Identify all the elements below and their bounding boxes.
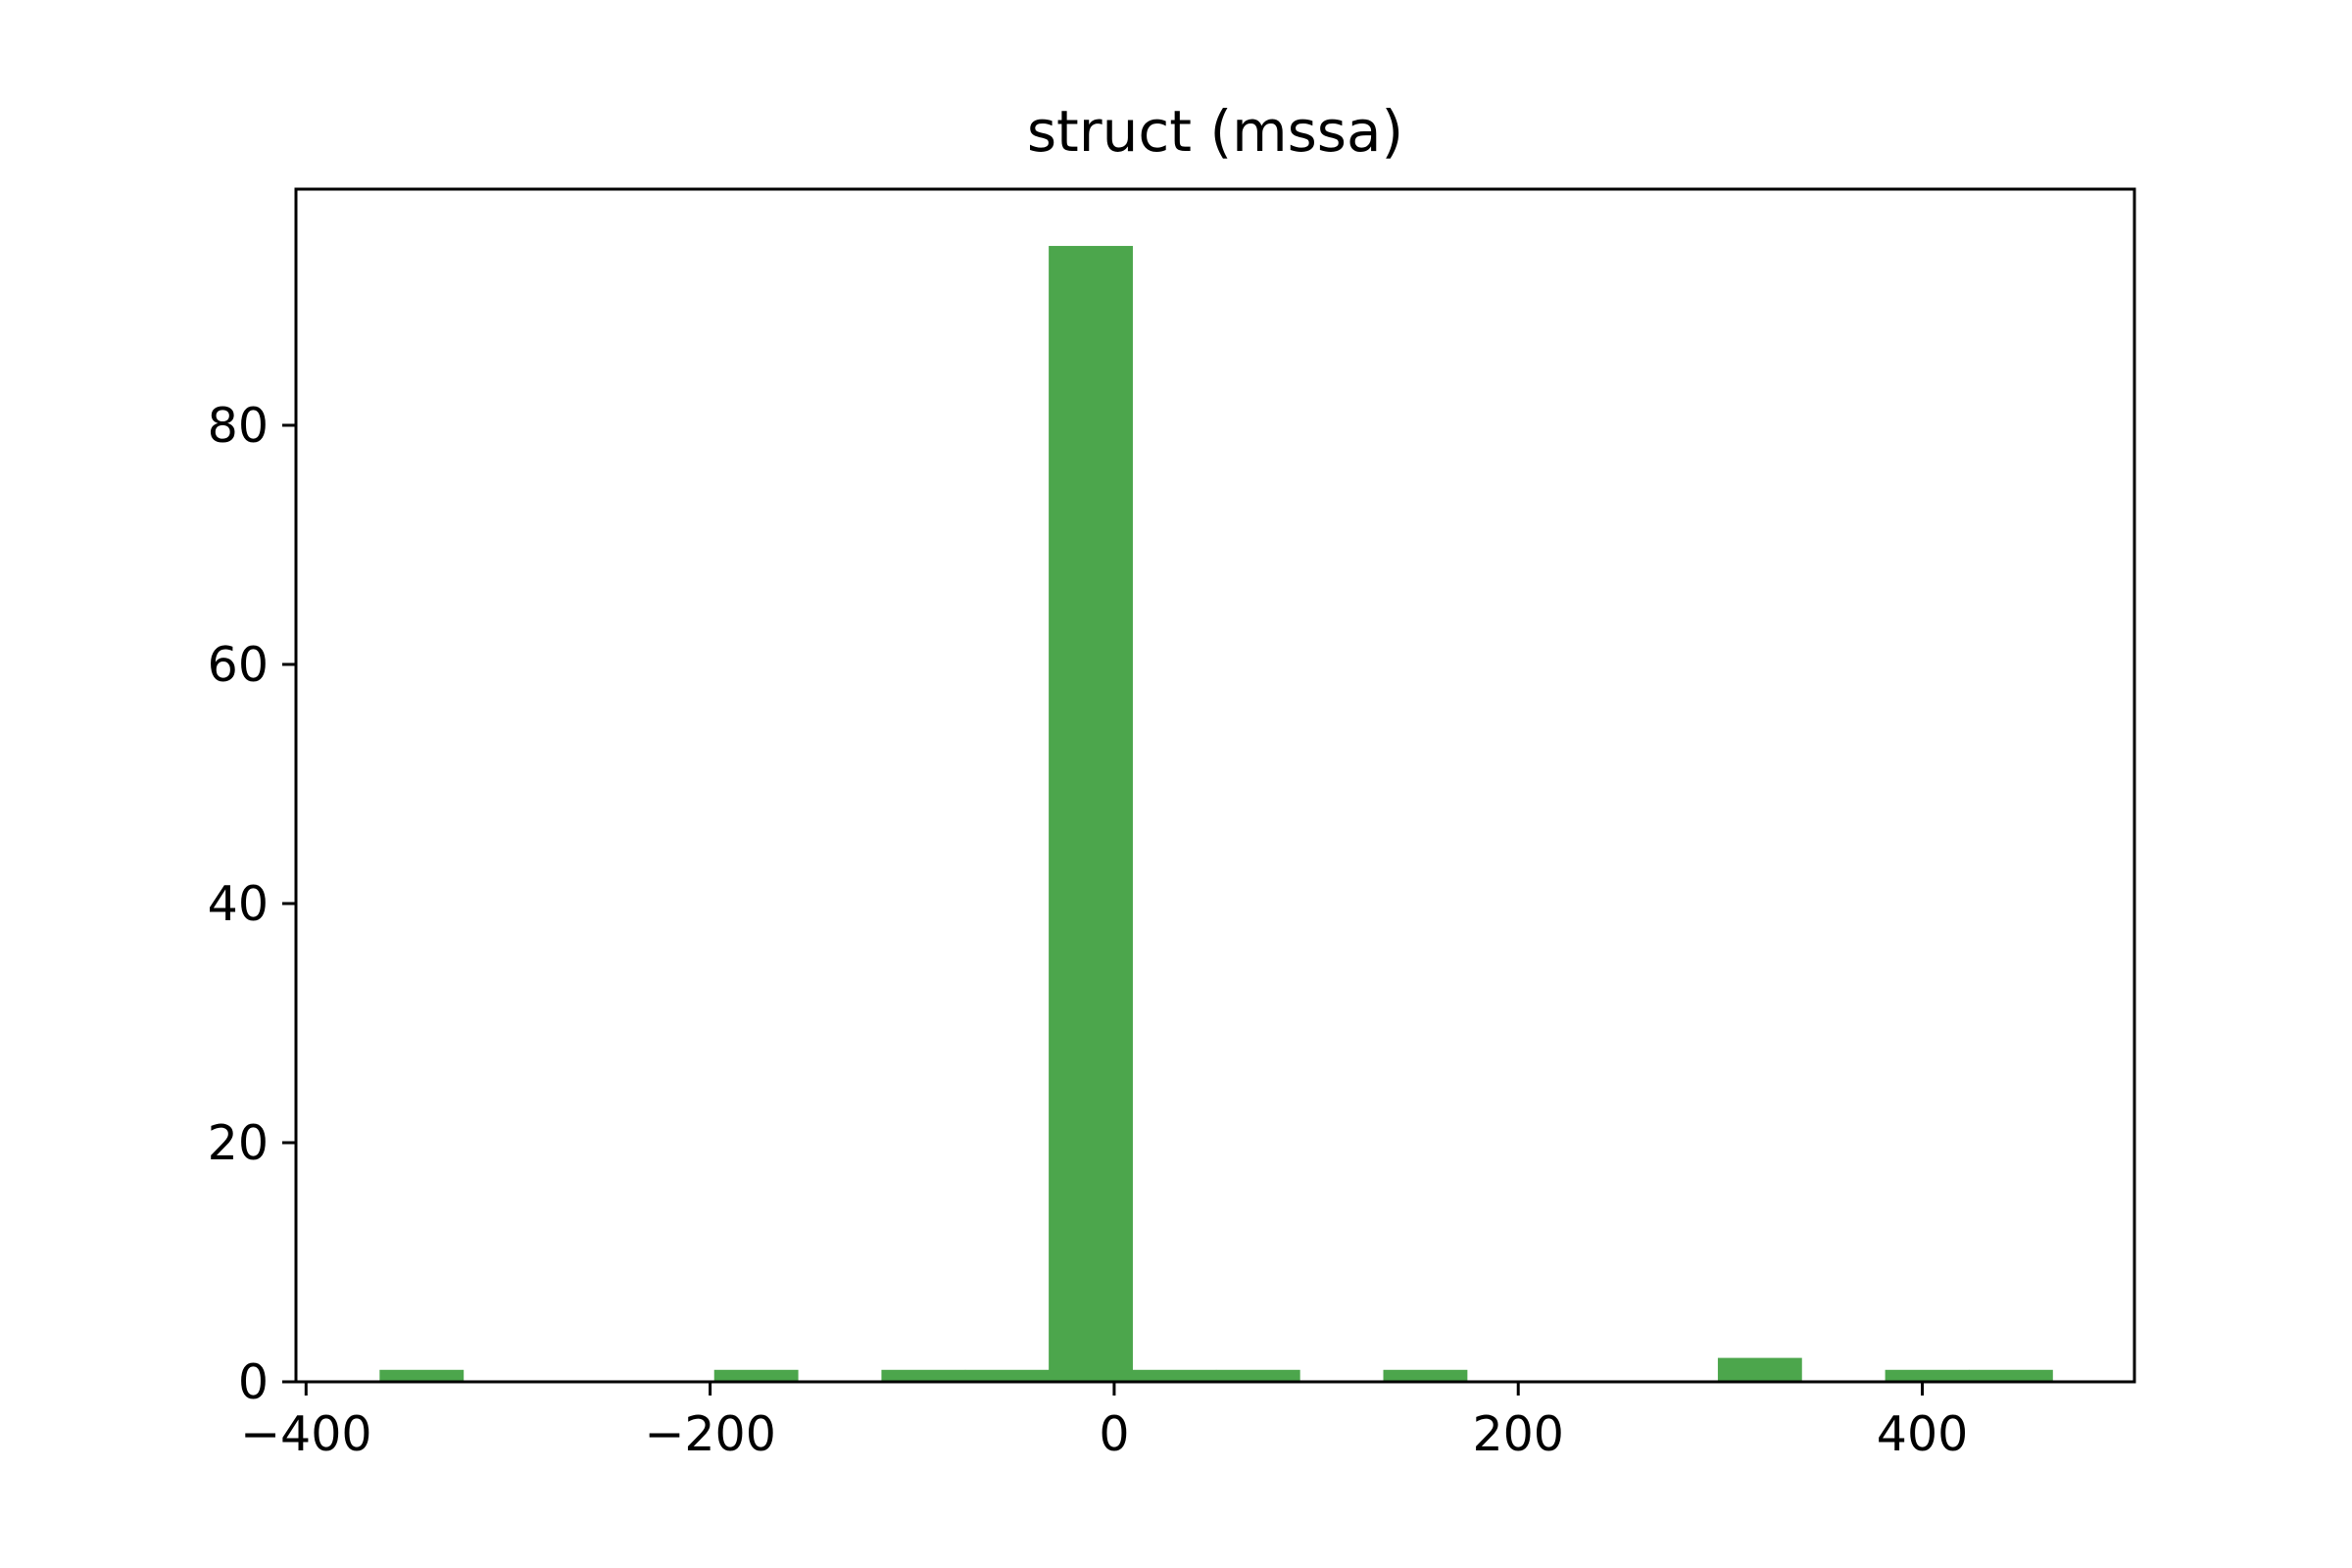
histogram-bar [713,1369,799,1382]
histogram-bar [1717,1357,1802,1382]
y-axis: 0 20 40 60 80 [208,398,296,1410]
x-tick-label: 0 [1099,1406,1129,1462]
chart-title: struct (mssa) [1027,98,1403,165]
y-tick-label: 20 [208,1115,269,1171]
x-tick-label: 400 [1877,1406,1969,1462]
histogram-bar [1215,1369,1300,1382]
histogram-bar [1383,1369,1468,1382]
y-tick-label: 40 [208,876,269,932]
y-tick-label: 80 [208,398,269,454]
histogram-bar [1885,1369,1970,1382]
histogram-bar [1968,1369,2053,1382]
x-tick-label: −200 [644,1406,776,1462]
axes-frame [294,187,2136,1384]
histogram-bar [1049,245,1133,1382]
bars-layer [379,245,2053,1382]
x-tick-label: 200 [1472,1406,1564,1462]
histogram-bar [881,1369,966,1382]
x-axis: −400 −200 0 200 400 [240,1382,1968,1462]
y-tick-label: 0 [238,1354,269,1410]
y-tick-label: 60 [208,637,269,693]
histogram-bar [964,1369,1050,1382]
histogram-bar [379,1369,465,1382]
x-tick-label: −400 [240,1406,372,1462]
histogram-bar [1132,1369,1217,1382]
